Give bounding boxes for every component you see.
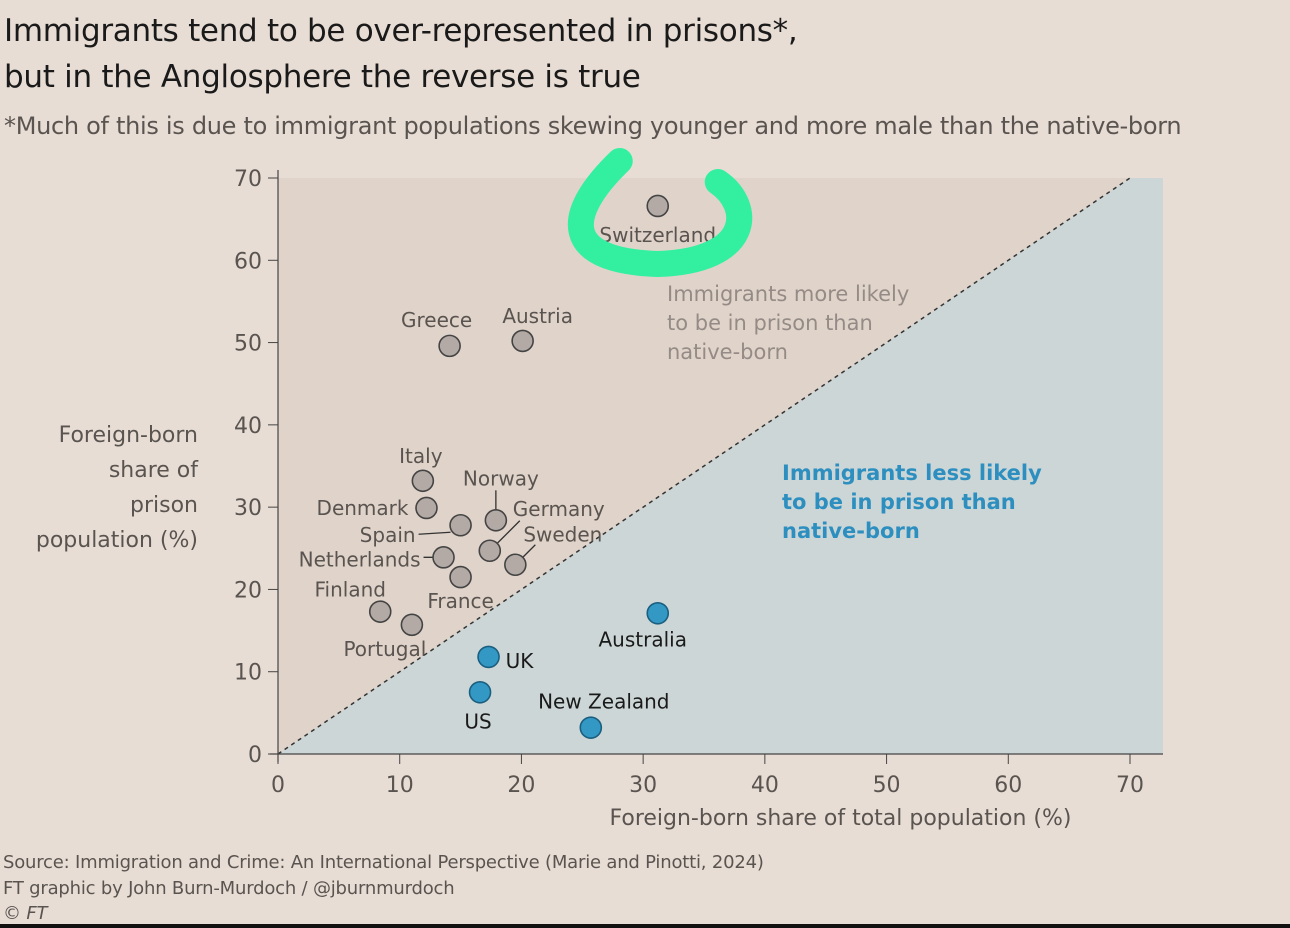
region-label-above: to be in prison than: [667, 311, 873, 335]
source-line: Source: Immigration and Crime: An Intern…: [3, 852, 764, 873]
region-label-above: Immigrants more likely: [667, 282, 909, 306]
y-axis-label-line: population (%): [36, 528, 198, 553]
x-tick-label: 40: [751, 773, 779, 798]
y-axis-label-line: share of: [109, 458, 199, 483]
point-label: Spain: [360, 523, 416, 547]
chart-title: Immigrants tend to be over-represented i…: [4, 8, 798, 100]
y-axis-label-line: prison: [130, 493, 198, 518]
chart-subtitle: *Much of this is due to immigrant popula…: [4, 112, 1182, 140]
y-tick-label: 30: [234, 496, 262, 521]
data-point-uk: [477, 645, 500, 669]
point-label: Greece: [401, 308, 472, 332]
y-tick-label: 0: [248, 743, 262, 768]
highlight-annotation-stroke: [568, 147, 753, 277]
x-tick-label: 10: [386, 773, 414, 798]
region-label-below: Immigrants less likely: [782, 461, 1042, 485]
point-label: Norway: [463, 466, 539, 490]
point-label: France: [427, 589, 494, 613]
point-label: Netherlands: [299, 547, 421, 571]
y-tick-label: 70: [234, 167, 262, 192]
title-line-2: but in the Anglosphere the reverse is tr…: [4, 59, 641, 95]
region-label-below: native-born: [782, 519, 920, 543]
copyright-line: © FT: [3, 903, 48, 924]
point-label: Australia: [599, 627, 687, 651]
data-point-greece: [438, 334, 461, 358]
x-tick-label: 70: [1116, 773, 1144, 798]
bottom-bar: [0, 924, 1290, 928]
data-point-italy: [411, 469, 435, 493]
y-tick-label: 50: [234, 332, 262, 357]
credit-line: FT graphic by John Burn-Murdoch / @jburn…: [3, 878, 455, 899]
data-point-sweden: [504, 553, 527, 577]
point-label: Austria: [502, 304, 573, 328]
data-point-us: [468, 680, 492, 704]
x-tick-label: 60: [994, 773, 1022, 798]
point-label: Sweden: [523, 523, 602, 547]
point-label: Italy: [399, 444, 443, 468]
region-label-above: native-born: [667, 340, 788, 364]
data-point-norway: [484, 509, 508, 532]
data-point-netherlands: [432, 546, 455, 569]
x-tick-label: 20: [507, 773, 535, 798]
data-point-france: [449, 565, 472, 589]
data-point-denmark: [415, 496, 438, 520]
point-label: Denmark: [317, 496, 409, 520]
point-label: Germany: [513, 497, 605, 521]
point-label: UK: [506, 649, 535, 673]
x-tick-label: 50: [873, 773, 901, 798]
data-point-germany: [478, 539, 502, 563]
point-label: Portugal: [343, 637, 426, 661]
plot-area-below: [278, 178, 1163, 754]
data-point-spain: [449, 513, 472, 537]
point-label: Switzerland: [599, 223, 716, 247]
label-leader-line: [418, 531, 451, 535]
title-line-1: Immigrants tend to be over-represented i…: [4, 13, 798, 49]
x-tick-label: 30: [629, 773, 657, 798]
y-axis-label-line: Foreign-born: [59, 423, 198, 448]
y-tick-label: 40: [234, 414, 262, 439]
data-point-new-zealand: [579, 716, 603, 739]
data-point-portugal: [400, 613, 424, 637]
y-tick-label: 10: [234, 661, 262, 686]
point-label: New Zealand: [538, 690, 669, 714]
data-point-austria: [511, 329, 534, 353]
data-point-australia: [646, 601, 670, 625]
x-axis-label: Foreign-born share of total population (…: [609, 806, 1071, 831]
data-point-switzerland: [646, 194, 670, 218]
reference-line-y-equals-x: [277, 177, 1131, 755]
data-point-finland: [368, 600, 392, 623]
point-label: US: [464, 709, 491, 733]
region-label-below: to be in prison than: [782, 490, 1016, 514]
x-tick-label: 0: [271, 773, 285, 798]
point-label: Finland: [315, 578, 386, 602]
y-tick-label: 20: [234, 578, 262, 603]
y-tick-label: 60: [234, 249, 262, 274]
